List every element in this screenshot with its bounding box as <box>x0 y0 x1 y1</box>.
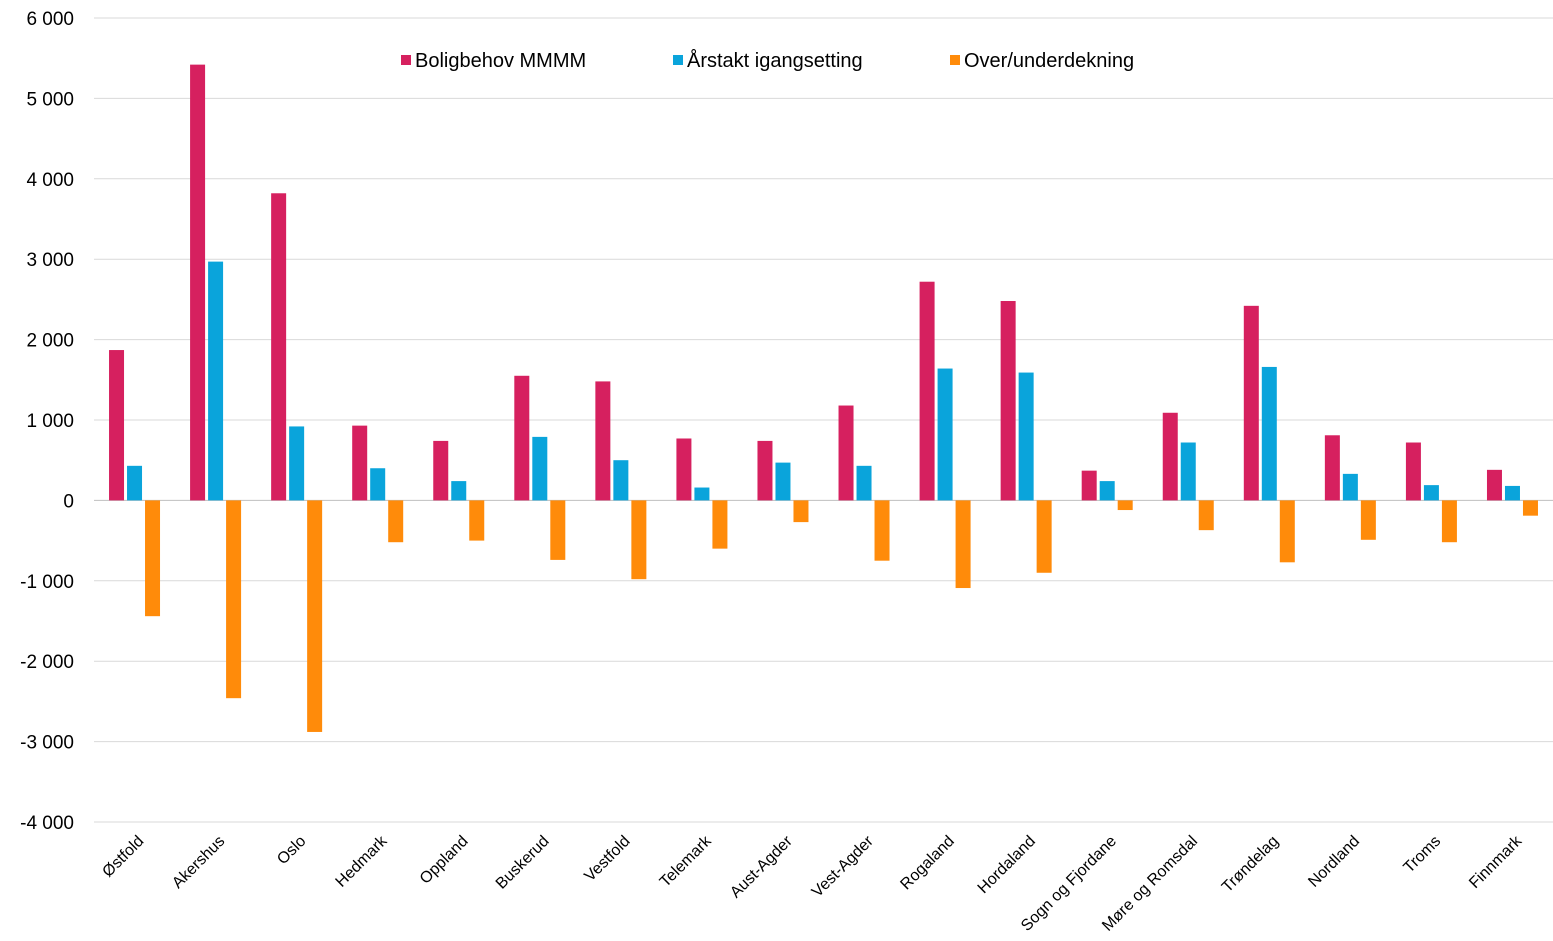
bar <box>1117 500 1133 511</box>
x-tick-label: Buskerud <box>493 833 553 893</box>
y-tick-label: 0 <box>63 491 74 512</box>
bar <box>1279 500 1295 563</box>
bar <box>469 500 485 541</box>
y-tick-label: 3 000 <box>26 250 74 271</box>
bar <box>793 500 809 523</box>
bar <box>1405 442 1421 501</box>
x-tick-label: Hedmark <box>333 832 392 891</box>
bar <box>127 465 143 501</box>
bars <box>109 64 1538 732</box>
y-tick-label: -1 000 <box>20 572 74 593</box>
bar <box>145 500 161 617</box>
y-tick-label: 4 000 <box>26 170 74 191</box>
x-tick-label: Akershus <box>169 833 228 892</box>
bar <box>1261 366 1277 501</box>
x-tick-label: Vestfold <box>581 833 633 885</box>
bar <box>550 500 566 560</box>
bar <box>532 436 548 501</box>
legend-label: Over/underdekning <box>964 50 1134 72</box>
bar <box>109 350 125 501</box>
y-tick-label: -4 000 <box>20 813 74 834</box>
bar <box>1036 500 1052 573</box>
bar <box>1324 435 1340 501</box>
legend-label: Årstakt igangsetting <box>687 49 863 72</box>
bar <box>1522 500 1538 516</box>
bar <box>1342 473 1358 501</box>
bar <box>1081 470 1097 501</box>
bar <box>370 468 386 501</box>
legend-item: Boligbehov MMMM <box>401 50 586 72</box>
y-tick-label: 5 000 <box>26 89 74 110</box>
bar <box>271 193 287 501</box>
bar <box>838 405 854 501</box>
bar <box>289 426 305 501</box>
bar <box>1099 481 1115 501</box>
gridlines <box>94 17 1553 823</box>
bar <box>1360 500 1376 540</box>
bar <box>1504 485 1520 501</box>
bar <box>1441 500 1457 543</box>
bar <box>1162 412 1178 501</box>
bar <box>613 460 629 501</box>
bar <box>1243 305 1259 501</box>
y-tick-label: 1 000 <box>26 411 74 432</box>
y-tick-label: 6 000 <box>26 9 74 30</box>
bar <box>955 500 971 589</box>
bar <box>631 500 647 580</box>
x-tick-label: Nordland <box>1305 833 1363 891</box>
bar <box>433 440 449 501</box>
bar <box>1198 500 1214 531</box>
legend-label: Boligbehov MMMM <box>415 50 586 72</box>
legend-item: Over/underdekning <box>950 50 1134 72</box>
bar <box>676 438 692 501</box>
bar <box>1180 442 1196 501</box>
bar <box>226 500 242 699</box>
bar <box>1000 301 1016 501</box>
bar <box>1486 469 1502 501</box>
bar <box>712 500 728 549</box>
x-tick-label: Troms <box>1401 833 1445 877</box>
y-tick-label: 2 000 <box>26 331 74 352</box>
y-tick-label: -2 000 <box>20 652 74 673</box>
bar <box>775 462 791 501</box>
legend-item: Årstakt igangsetting <box>673 49 863 72</box>
bar <box>1018 372 1034 501</box>
bar <box>919 281 935 501</box>
bar <box>874 500 890 561</box>
bar <box>595 381 611 501</box>
bar <box>388 500 404 543</box>
y-axis: 6 000 5 000 4 000 3 000 2 000 1 000 0 -1 000 -2 … <box>20 9 74 834</box>
bar <box>1423 485 1439 501</box>
bar <box>514 375 530 501</box>
legend-swatch <box>950 55 960 65</box>
legend-swatch <box>673 55 683 65</box>
bar <box>757 440 773 501</box>
bar <box>937 368 953 501</box>
x-axis: Østfold Akershus Oslo Hedmark Oppland Buskeru… <box>99 832 1526 935</box>
x-tick-label: Oppland <box>417 833 472 888</box>
bar <box>208 261 224 501</box>
bar <box>352 425 368 501</box>
x-tick-label: Telemark <box>657 832 716 891</box>
bar <box>694 487 710 501</box>
x-tick-label: Hordaland <box>975 833 1039 897</box>
legend: Boligbehov MMMM Årstakt igangsetting Over/… <box>401 49 1134 72</box>
x-tick-label: Aust-Agder <box>727 832 796 901</box>
x-tick-label: Rogaland <box>897 833 957 893</box>
bar <box>190 64 206 501</box>
legend-swatch <box>401 55 411 65</box>
x-tick-label: Oslo <box>274 833 309 868</box>
x-tick-label: Østfold <box>99 833 147 881</box>
bar <box>856 465 872 501</box>
x-tick-label: Finnmark <box>1466 832 1526 892</box>
bar <box>307 500 323 732</box>
x-tick-label: Vest-Agder <box>809 832 877 900</box>
bar <box>451 481 467 501</box>
x-tick-label: Trøndelag <box>1219 833 1282 896</box>
y-tick-label: -3 000 <box>20 733 74 754</box>
